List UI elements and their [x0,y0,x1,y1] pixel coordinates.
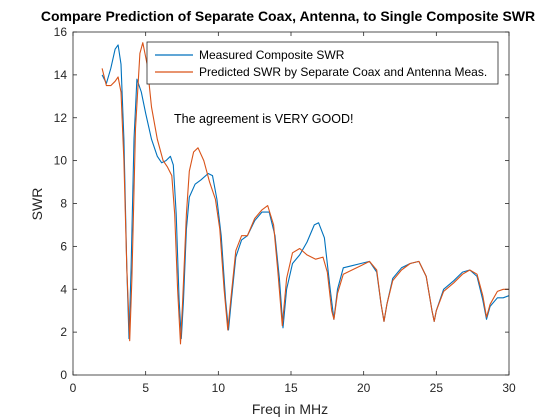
y-tick-label: 8 [60,197,67,211]
x-axis-ticks: 0 5 10 15 20 25 30 [70,32,516,395]
legend-box [146,41,499,85]
y-tick-label: 0 [60,368,67,382]
x-tick-label: 20 [357,381,371,395]
legend-label-predicted: Predicted SWR by Separate Coax and Anten… [199,65,487,79]
x-tick-label: 10 [212,381,226,395]
plot-area [73,32,509,375]
y-tick-label: 16 [54,25,68,39]
y-tick-label: 6 [60,239,67,253]
legend: Measured Composite SWR Predicted SWR by … [146,41,499,85]
x-tick-label: 15 [284,381,298,395]
y-tick-label: 10 [54,154,68,168]
agreement-annotation: The agreement is VERY GOOD! [174,112,353,126]
y-tick-label: 14 [54,68,68,82]
legend-label-measured: Measured Composite SWR [199,48,345,62]
x-tick-label: 25 [430,381,444,395]
y-axis-ticks: 0 2 4 6 8 10 12 14 16 [54,25,509,382]
x-tick-label: 5 [142,381,149,395]
y-tick-label: 4 [60,282,67,296]
y-tick-label: 2 [60,325,67,339]
x-tick-label: 30 [502,381,516,395]
y-axis-label: SWR [29,188,45,221]
x-tick-label: 0 [70,381,77,395]
y-tick-label: 12 [54,111,68,125]
x-axis-label: Freq in MHz [252,401,328,417]
chart-title: Compare Prediction of Separate Coax, Ant… [41,8,535,24]
